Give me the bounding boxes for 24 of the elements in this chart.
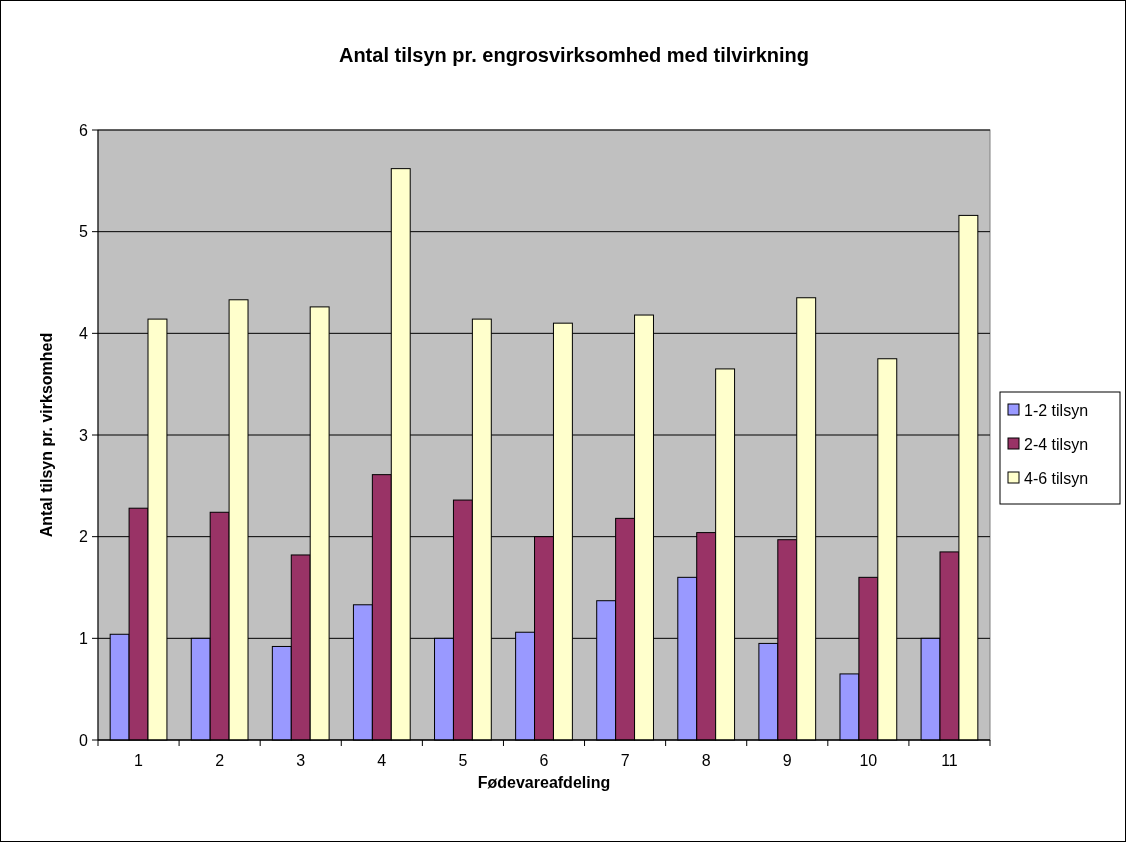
x-tick-label: 2 [215,752,225,769]
legend-label: 1-2 tilsyn [1024,401,1089,419]
y-tick-label: 5 [79,223,89,241]
legend-label: 2-4 tilsyn [1024,435,1089,453]
y-tick-label: 0 [79,731,89,749]
x-tick-label: 6 [539,752,549,769]
x-tick-label: 4 [377,752,387,769]
y-tick-label: 3 [79,426,89,444]
y-tick-label: 6 [79,121,89,139]
y-tick-label: 2 [79,528,89,546]
x-axis-title: Fødevareafdeling [477,774,611,791]
x-tick-label: 1 [134,752,144,769]
y-tick-label: 4 [79,324,89,342]
x-tick-label: 3 [296,752,306,769]
y-tick-label: 1 [79,629,89,647]
x-tick-label: 9 [782,752,792,769]
x-tick-label: 11 [941,752,958,769]
chart-title: Antal tilsyn pr. engrosvirksomhed med tilvirkning [338,44,810,66]
y-axis-title: Antal tilsyn pr. virksomhed [38,332,55,538]
x-tick-label: 8 [701,752,711,769]
x-tick-label: 7 [620,752,630,769]
x-tick-label: 5 [458,752,468,769]
x-tick-label: 10 [859,752,878,769]
legend-label: 4-6 tilsyn [1024,469,1089,487]
